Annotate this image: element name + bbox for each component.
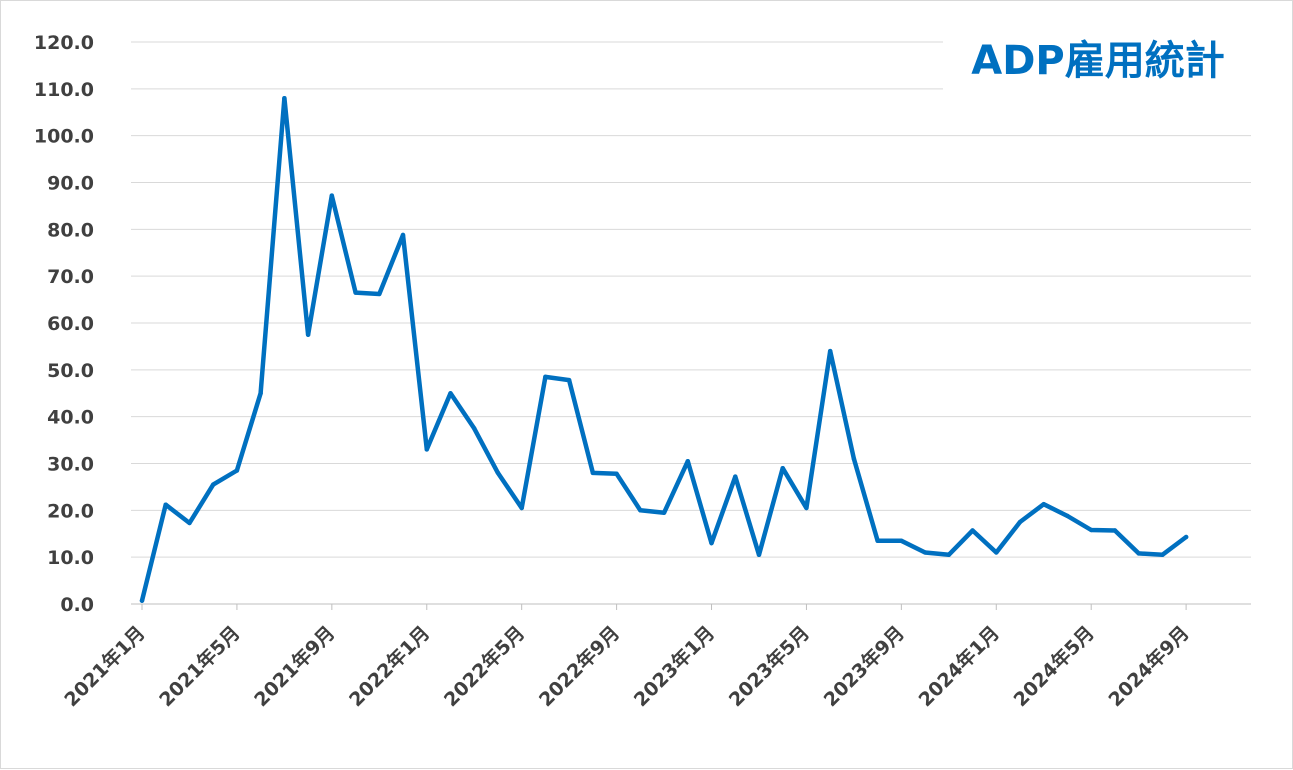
data-point [1017,519,1023,525]
data-point [377,291,382,297]
y-tick-label: 30.0 [47,454,94,476]
data-point [946,552,952,558]
y-tick-label: 20.0 [47,500,94,522]
data-point [424,447,429,452]
data-point [495,470,501,476]
data-point [1160,552,1165,558]
data-point [566,377,572,383]
gridlines [131,41,1251,558]
series-layer [139,95,1189,603]
x-tick-label: 2022年1月 [344,621,434,711]
data-point [258,391,263,396]
data-point [614,471,619,477]
data-point [187,520,192,526]
y-tick-label: 60.0 [47,313,94,335]
x-tick-label: 2023年9月 [819,621,909,711]
data-point [685,458,690,464]
data-point [519,505,524,511]
data-point [780,465,785,471]
data-point [709,540,714,546]
data-point [139,598,145,603]
x-tick-label: 2022年5月 [439,621,529,711]
data-point [1112,528,1118,533]
data-point [661,510,667,515]
y-tick-label: 120.0 [34,32,94,54]
data-point [970,528,975,533]
data-point [994,550,999,555]
data-point [590,470,596,476]
data-point [827,348,833,354]
data-point [400,232,406,238]
x-tick-label: 2024年9月 [1104,621,1194,711]
y-tick-label: 10.0 [47,547,94,569]
y-tick-label: 110.0 [34,79,94,101]
series-line [139,95,1189,603]
chart-title: ADP雇用統計 [971,38,1224,84]
data-point [875,538,880,543]
x-tick-label: 2023年5月 [724,621,814,711]
y-tick-label: 40.0 [47,407,94,429]
data-point [282,96,287,101]
x-axis-tick-labels: 2021年1月 2021年5月 2021年9月 2022年1月 2022年5月 2022年… [60,621,1194,711]
data-point [1183,534,1189,540]
data-point [899,538,904,543]
data-point [638,508,643,513]
data-point [163,502,168,507]
y-tick-label: 80.0 [47,219,94,241]
x-tick-label: 2021年1月 [60,621,150,711]
x-axis [131,603,1251,610]
y-axis-tick-labels: 0.0 10.0 20.0 30.0 40.0 50.0 60.0 70.0 80.0 90.0 1… [34,32,94,616]
data-point [543,374,548,380]
x-tick-label: 2024年5月 [1009,621,1099,711]
data-point [804,505,809,511]
x-tick-label: 2024年1月 [914,621,1004,711]
data-point [1089,527,1094,533]
x-tick-label: 2022年9月 [534,621,624,711]
x-tick-label: 2023年1月 [629,621,719,711]
y-tick-label: 0.0 [60,594,94,616]
data-point [210,482,216,487]
data-point [1041,502,1046,507]
data-point [472,426,477,431]
y-tick-label: 90.0 [47,173,94,195]
data-point [305,332,311,337]
y-tick-label: 50.0 [47,360,94,382]
data-point [733,474,738,479]
data-point [234,468,240,473]
y-tick-label: 70.0 [47,266,94,288]
title-background [943,25,1253,91]
data-point [353,290,358,295]
data-point [329,193,335,198]
data-point [1136,551,1141,556]
title-layer: ADP雇用統計 [943,25,1253,91]
data-point [851,456,857,462]
x-tick-label: 2021年5月 [155,621,245,711]
data-point [448,391,453,396]
data-point [922,550,928,555]
x-tick-label: 2021年9月 [249,621,339,711]
data-point [1065,513,1070,519]
y-tick-label: 100.0 [34,126,94,148]
data-point [756,552,762,558]
